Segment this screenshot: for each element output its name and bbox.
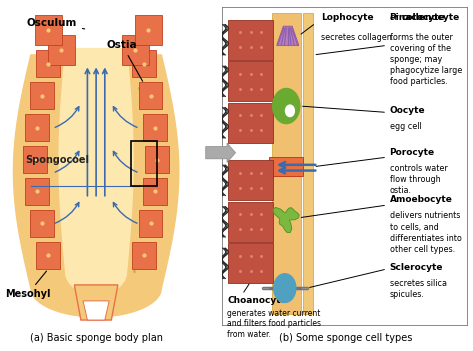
Polygon shape [139, 210, 163, 237]
Text: Amoebocyte: Amoebocyte [390, 196, 453, 205]
Polygon shape [36, 242, 60, 269]
Polygon shape [48, 35, 75, 65]
FancyBboxPatch shape [228, 61, 273, 101]
Text: secretes collagen.: secretes collagen. [321, 33, 394, 41]
FancyBboxPatch shape [228, 243, 273, 283]
Polygon shape [30, 210, 53, 237]
Polygon shape [25, 178, 49, 205]
FancyBboxPatch shape [228, 103, 273, 143]
Text: Mesohyl: Mesohyl [5, 271, 50, 299]
Polygon shape [132, 50, 156, 77]
FancyBboxPatch shape [304, 13, 313, 314]
Polygon shape [135, 15, 162, 45]
Circle shape [274, 274, 296, 303]
Text: Choanocyte: Choanocyte [227, 296, 287, 305]
Text: generates water current
and filters food particles
from water.: generates water current and filters food… [227, 309, 321, 339]
Text: Osculum: Osculum [26, 18, 85, 29]
Circle shape [286, 105, 294, 117]
Text: delivers nutrients
to cells, and
differentiates into
other cell types.: delivers nutrients to cells, and differe… [390, 211, 462, 254]
Text: Porocyte: Porocyte [390, 147, 435, 157]
Polygon shape [13, 55, 179, 317]
Text: or: or [390, 13, 399, 22]
FancyBboxPatch shape [222, 7, 468, 326]
Text: (b) Some sponge cell types: (b) Some sponge cell types [279, 333, 412, 343]
FancyBboxPatch shape [269, 157, 304, 176]
Polygon shape [132, 242, 156, 269]
Polygon shape [23, 146, 47, 173]
Polygon shape [143, 178, 167, 205]
Polygon shape [145, 146, 169, 173]
Polygon shape [83, 301, 109, 320]
Polygon shape [35, 15, 61, 45]
FancyBboxPatch shape [228, 20, 273, 60]
Text: egg cell: egg cell [390, 122, 421, 131]
Circle shape [273, 88, 300, 124]
Polygon shape [74, 285, 118, 320]
Polygon shape [36, 50, 60, 77]
Text: Spongocoel: Spongocoel [25, 155, 89, 165]
FancyBboxPatch shape [272, 170, 301, 314]
Polygon shape [122, 35, 149, 65]
Text: Lophocyte: Lophocyte [321, 13, 373, 22]
Polygon shape [273, 207, 299, 233]
FancyBboxPatch shape [228, 160, 273, 200]
Polygon shape [59, 48, 133, 294]
Polygon shape [139, 82, 163, 109]
Polygon shape [277, 26, 299, 45]
Text: controls water
flow through
ostia.: controls water flow through ostia. [390, 164, 447, 195]
Text: secretes silica
spicules.: secretes silica spicules. [390, 279, 447, 299]
Text: collenocyte: collenocyte [402, 13, 460, 22]
Text: Ostia: Ostia [107, 40, 143, 81]
Polygon shape [30, 82, 53, 109]
Text: Oocyte: Oocyte [390, 106, 425, 115]
Text: Sclerocyte: Sclerocyte [390, 263, 443, 272]
Polygon shape [143, 114, 167, 141]
FancyBboxPatch shape [272, 13, 301, 160]
Polygon shape [25, 114, 49, 141]
FancyBboxPatch shape [228, 202, 273, 242]
Text: forms the outer
covering of the
sponge; may
phagocytize large
food particles.: forms the outer covering of the sponge; … [390, 33, 462, 86]
Text: Pinacocyte: Pinacocyte [390, 13, 445, 22]
Text: (a) Basic sponge body plan: (a) Basic sponge body plan [30, 333, 163, 343]
